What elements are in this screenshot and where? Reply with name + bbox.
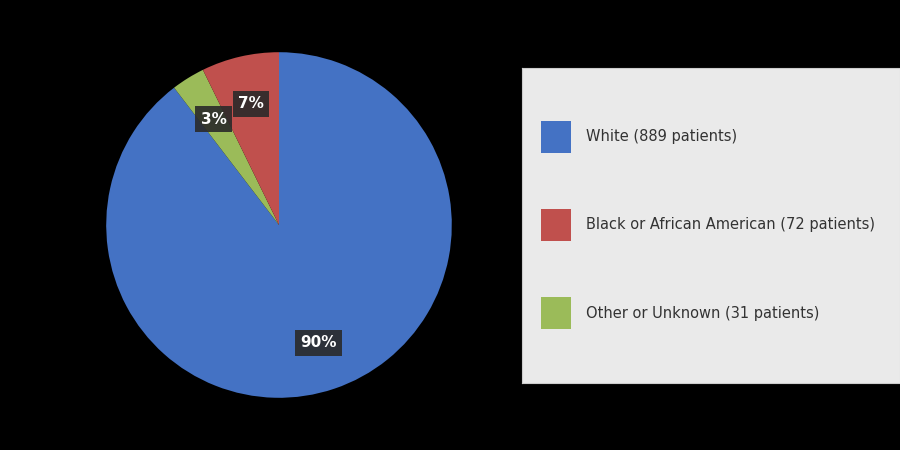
FancyBboxPatch shape [541,121,572,153]
Wedge shape [174,70,279,225]
FancyBboxPatch shape [541,209,572,241]
Text: 3%: 3% [201,112,227,127]
FancyBboxPatch shape [541,297,572,329]
Text: Black or African American (72 patients): Black or African American (72 patients) [586,217,876,233]
Text: 7%: 7% [238,96,264,111]
Text: White (889 patients): White (889 patients) [586,129,737,144]
Wedge shape [202,52,279,225]
Text: 90%: 90% [301,335,338,351]
Text: Other or Unknown (31 patients): Other or Unknown (31 patients) [586,306,820,321]
Wedge shape [106,52,452,398]
